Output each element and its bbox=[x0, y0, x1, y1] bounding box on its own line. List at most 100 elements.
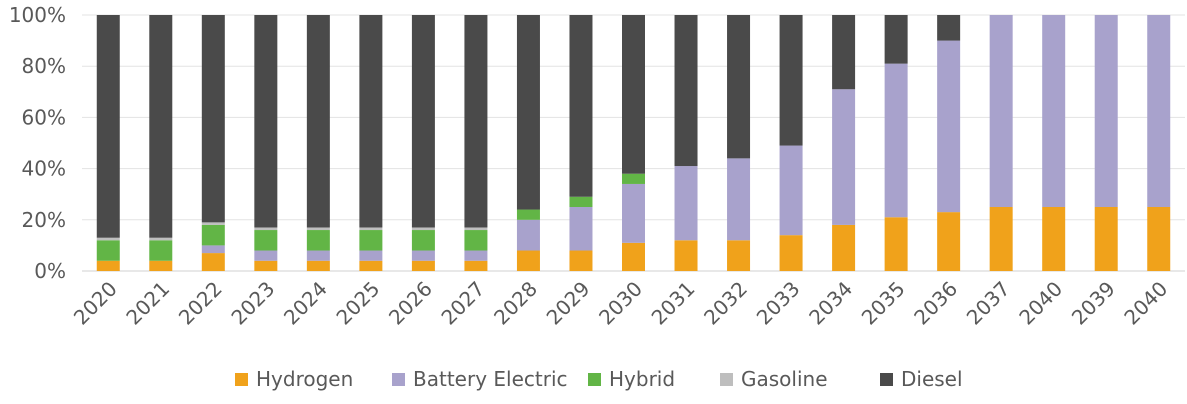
bar-segment-gasoline bbox=[254, 227, 278, 231]
bar-segment-gasoline bbox=[411, 227, 435, 231]
bar-segment-hydrogen bbox=[569, 250, 593, 271]
bar-segment-hydrogen bbox=[306, 260, 330, 271]
x-tick-label: 2034 bbox=[804, 277, 857, 330]
bar-segment-diesel bbox=[622, 15, 645, 174]
legend-label: Diesel bbox=[901, 367, 963, 391]
x-tick-label: 2032 bbox=[699, 277, 752, 330]
y-tick-label: 20% bbox=[22, 208, 66, 232]
bar-segment-hybrid bbox=[149, 240, 173, 261]
bar-segment-hybrid bbox=[516, 209, 540, 220]
bar-segment-hydrogen bbox=[359, 260, 383, 271]
bar-segment-diesel bbox=[306, 15, 330, 228]
bar-segment-gasoline bbox=[359, 227, 383, 231]
bar-segment-battery-electric bbox=[622, 183, 645, 243]
x-tick-label: 2037 bbox=[962, 277, 1015, 330]
bar-segment-battery-electric bbox=[306, 250, 330, 261]
x-tick-label: 2023 bbox=[226, 277, 279, 330]
bar-segment-diesel bbox=[832, 15, 856, 90]
legend-swatch bbox=[720, 373, 733, 386]
bar-segment-battery-electric bbox=[989, 15, 1013, 207]
bar-segment-battery-electric bbox=[516, 219, 540, 251]
bar-segment-hybrid bbox=[254, 230, 278, 251]
bar-segment-battery-electric bbox=[727, 158, 751, 241]
y-tick-label: 100% bbox=[9, 3, 66, 27]
bar-segment-gasoline bbox=[149, 237, 173, 241]
bar-segment-hybrid bbox=[411, 230, 435, 251]
bar-segment-hydrogen bbox=[516, 250, 540, 271]
x-tick-label: 2033 bbox=[752, 277, 805, 330]
legend-label: Battery Electric bbox=[413, 367, 568, 391]
bar-segment-hydrogen bbox=[1147, 207, 1171, 271]
bar-segment-diesel bbox=[674, 15, 698, 167]
x-tick-label: 2028 bbox=[489, 277, 542, 330]
bar-segment-hydrogen bbox=[727, 240, 751, 271]
x-tick-label: 2040 bbox=[1119, 277, 1172, 330]
bar-segment-diesel bbox=[411, 15, 435, 228]
bar-segment-battery-electric bbox=[569, 207, 593, 251]
bar-segment-hydrogen bbox=[622, 242, 645, 271]
y-tick-label: 60% bbox=[22, 105, 66, 129]
legend-label: Hydrogen bbox=[256, 367, 353, 391]
y-tick-label: 80% bbox=[22, 54, 66, 78]
bar-segment-diesel bbox=[937, 15, 961, 41]
x-tick-label: 2035 bbox=[857, 277, 910, 330]
bar-segment-hydrogen bbox=[884, 217, 908, 271]
bar-segment-gasoline bbox=[306, 227, 330, 231]
x-tick-label: 2027 bbox=[436, 277, 489, 330]
x-tick-label: 2021 bbox=[121, 277, 174, 330]
y-tick-label: 0% bbox=[34, 259, 66, 283]
x-tick-label: 2029 bbox=[542, 277, 595, 330]
bar-segment-battery-electric bbox=[201, 245, 225, 254]
legend-swatch bbox=[880, 373, 893, 386]
x-tick-label: 2036 bbox=[909, 277, 962, 330]
legend-swatch bbox=[588, 373, 601, 386]
legend-label: Hybrid bbox=[609, 367, 675, 391]
bar-segment-battery-electric bbox=[1147, 15, 1171, 207]
x-tick-label: 2040 bbox=[1014, 277, 1067, 330]
x-tick-label: 2026 bbox=[384, 277, 437, 330]
y-tick-label: 40% bbox=[22, 157, 66, 181]
bar-segment-hydrogen bbox=[1094, 207, 1118, 271]
bar-segment-hydrogen bbox=[96, 260, 120, 271]
bar-segment-diesel bbox=[359, 15, 383, 228]
bar-segment-battery-electric bbox=[1042, 15, 1066, 207]
bar-segment-battery-electric bbox=[884, 63, 908, 218]
bar-segment-diesel bbox=[884, 15, 908, 64]
bar-segment-hydrogen bbox=[779, 235, 803, 271]
bar-segment-hybrid bbox=[464, 230, 488, 251]
x-tick-label: 2039 bbox=[1067, 277, 1120, 330]
bar-segment-diesel bbox=[96, 15, 120, 238]
bar-segment-hybrid bbox=[359, 230, 383, 251]
bar-segment-hydrogen bbox=[832, 224, 856, 271]
x-tick-label: 2025 bbox=[331, 277, 384, 330]
bar-segment-hybrid bbox=[306, 230, 330, 251]
bar-segment-hydrogen bbox=[989, 207, 1013, 271]
bar-segment-hydrogen bbox=[201, 253, 225, 271]
bar-segment-gasoline bbox=[464, 227, 488, 231]
y-axis: 0% 20% 40% 60% 80% 100% bbox=[9, 3, 66, 283]
bar-segment-battery-electric bbox=[779, 145, 803, 236]
x-tick-label: 2020 bbox=[69, 277, 122, 330]
bar-segment-hybrid bbox=[622, 173, 645, 184]
bar-segment-hybrid bbox=[96, 240, 120, 261]
bar-segment-diesel bbox=[254, 15, 278, 228]
bar-segment-hydrogen bbox=[254, 260, 278, 271]
bar-segment-hydrogen bbox=[674, 240, 698, 271]
x-tick-label: 2024 bbox=[279, 277, 332, 330]
bar-segment-battery-electric bbox=[254, 250, 278, 261]
bar-segment-battery-electric bbox=[832, 89, 856, 225]
bars bbox=[96, 15, 1171, 271]
legend-swatch bbox=[235, 373, 248, 386]
bar-segment-hydrogen bbox=[1042, 207, 1066, 271]
x-axis: 2020 2021 2022 2023 2024 2025 2026 2027 2028 2029… bbox=[69, 277, 1172, 330]
bar-segment-diesel bbox=[569, 15, 593, 197]
bar-segment-hybrid bbox=[201, 224, 225, 246]
x-tick-label: 2022 bbox=[174, 277, 227, 330]
bar-segment-battery-electric bbox=[674, 166, 698, 241]
bar-segment-battery-electric bbox=[464, 250, 488, 261]
bar-segment-diesel bbox=[149, 15, 173, 238]
bar-segment-battery-electric bbox=[359, 250, 383, 261]
legend-swatch bbox=[392, 373, 405, 386]
